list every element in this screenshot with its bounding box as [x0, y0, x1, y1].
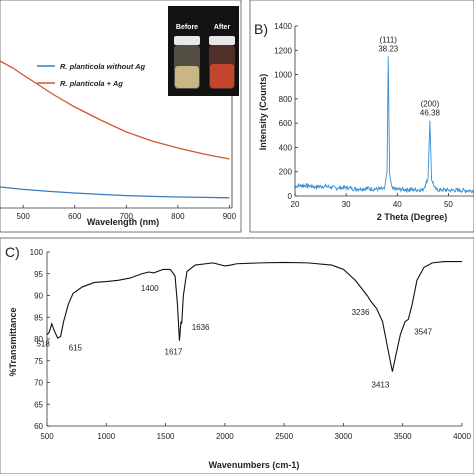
- panel-c-frame: [0, 237, 474, 474]
- panel-c: C) Wavenumbers (cm-1) %Transmittance 606…: [0, 237, 474, 474]
- panel-c-ticks: 60 65 70 75 80 85 90 95 100 500 1000 1500 2000 2500 30…: [30, 248, 472, 441]
- panel-b-y-tick-label: 400: [279, 143, 293, 152]
- panel-b-peak-value: 38.23: [378, 44, 399, 53]
- panel-c-x-tick-label: 500: [40, 432, 54, 441]
- panel-a-x-tick-label: 800: [171, 212, 185, 221]
- panel-b-label: B): [254, 21, 268, 37]
- panel-a-series-line-1: [0, 60, 230, 160]
- panel-b-y-tick-label: 600: [279, 119, 293, 128]
- panel-c-peak-label: 518: [36, 339, 50, 348]
- panel-c-y-tick-label: 75: [34, 357, 43, 366]
- vial-after-liquid: [210, 64, 234, 88]
- panel-b-x-tick-label: 30: [342, 200, 351, 209]
- panel-c-peak-label: 1617: [165, 348, 183, 357]
- panel-b-y-tick-label: 200: [279, 168, 293, 177]
- panel-b-series: [294, 56, 474, 195]
- panel-c-x-tick-label: 1500: [157, 432, 175, 441]
- panel-c-label: C): [5, 244, 20, 260]
- panel-b-y-tick-label: 1000: [274, 71, 292, 80]
- panel-a-x-tick-label: 600: [68, 212, 82, 221]
- panel-c-series: [46, 261, 462, 372]
- panel-c-y-tick-label: 60: [34, 422, 43, 431]
- panel-b-frame: [249, 0, 474, 233]
- panel-c-y-axis-title: %Transmittance: [8, 307, 18, 376]
- inset-label-after: After: [214, 24, 231, 31]
- panel-c-y-tick-label: 95: [34, 270, 43, 279]
- panel-c-y-tick-label: 100: [30, 248, 44, 257]
- panel-b-peak-hkl: (200): [421, 100, 440, 109]
- panel-b-y-tick-label: 1200: [274, 46, 292, 55]
- panel-c-y-tick-label: 90: [34, 292, 43, 301]
- inset-label-before: Before: [176, 24, 198, 31]
- panel-c-x-tick-label: 2500: [275, 432, 293, 441]
- panel-a-x-tick-label: 500: [17, 212, 31, 221]
- panel-c-peak-labels: 518 615 1400 1617 1636 3236 3413 3547: [36, 284, 432, 390]
- panel-b-ticks: 0 200 400 600 800 1000 1200 1400 20 30 40 50: [274, 22, 474, 209]
- panel-c-ftir-line: [46, 261, 462, 372]
- vial-after-cap: [209, 36, 235, 45]
- panel-a-x-tick-label: 900: [223, 212, 237, 221]
- panel-c-x-tick-label: 1000: [97, 432, 115, 441]
- panel-b-peak-labels: (111)38.23 (200)46.38: [378, 35, 440, 117]
- panel-b-y-tick-label: 0: [288, 192, 293, 201]
- panel-c-x-tick-label: 4000: [453, 432, 471, 441]
- panel-c-peak-label: 615: [69, 343, 83, 352]
- panel-c-x-tick-label: 2000: [216, 432, 234, 441]
- panel-c-y-tick-label: 70: [34, 379, 43, 388]
- panel-a-series: [0, 60, 230, 199]
- panel-c-y-tick-label: 80: [34, 335, 43, 344]
- panel-a-x-axis-title: Wavelength (nm): [87, 217, 159, 227]
- vial-before-cap: [174, 36, 200, 45]
- panel-c-peak-label: 1400: [141, 284, 159, 293]
- panel-c-x-axis-title: Wavenumbers (cm-1): [209, 460, 300, 470]
- panel-a-legend: R. planticola without Ag R. planticola +…: [37, 62, 146, 88]
- panel-b-x-tick-label: 20: [291, 200, 300, 209]
- panel-c-x-tick-label: 3500: [394, 432, 412, 441]
- panel-c-y-tick-label: 65: [34, 400, 43, 409]
- panel-a-x-tick-label: 700: [120, 212, 134, 221]
- panel-b-x-axis-title: 2 Theta (Degree): [377, 212, 448, 222]
- panel-a-series-line-0: [0, 186, 230, 199]
- panel-c-y-tick-label: 85: [34, 313, 43, 322]
- panel-c-x-tick-label: 3000: [335, 432, 353, 441]
- panel-b-y-tick-label: 1400: [274, 22, 292, 31]
- panel-b-y-tick-label: 800: [279, 95, 293, 104]
- panel-b: B) 2 Theta (Degree) Intensity (Counts) 0…: [249, 0, 474, 233]
- panel-c-peak-label: 1636: [192, 323, 210, 332]
- panel-c-peak-label: 3236: [352, 308, 370, 317]
- panel-a: Wavelength (nm) 500 600 700 800 900 R. plant…: [0, 0, 242, 233]
- vial-before-liquid: [175, 66, 199, 88]
- panel-b-peak-value: 46.38: [420, 109, 441, 118]
- panel-b-xrd-line: [294, 56, 474, 195]
- legend-entry-plus-ag: R. planticola + Ag: [60, 79, 123, 88]
- legend-entry-without-ag: R. planticola without Ag: [60, 62, 146, 71]
- panel-b-x-tick-label: 50: [444, 200, 453, 209]
- panel-b-x-tick-label: 40: [393, 200, 402, 209]
- panel-c-peak-label: 3547: [414, 327, 432, 336]
- panel-c-peak-label: 3413: [372, 381, 390, 390]
- inset-photo: Before After: [168, 6, 239, 96]
- panel-b-peak-hkl: (111): [379, 35, 397, 44]
- panel-b-y-axis-title: Intensity (Counts): [258, 74, 268, 151]
